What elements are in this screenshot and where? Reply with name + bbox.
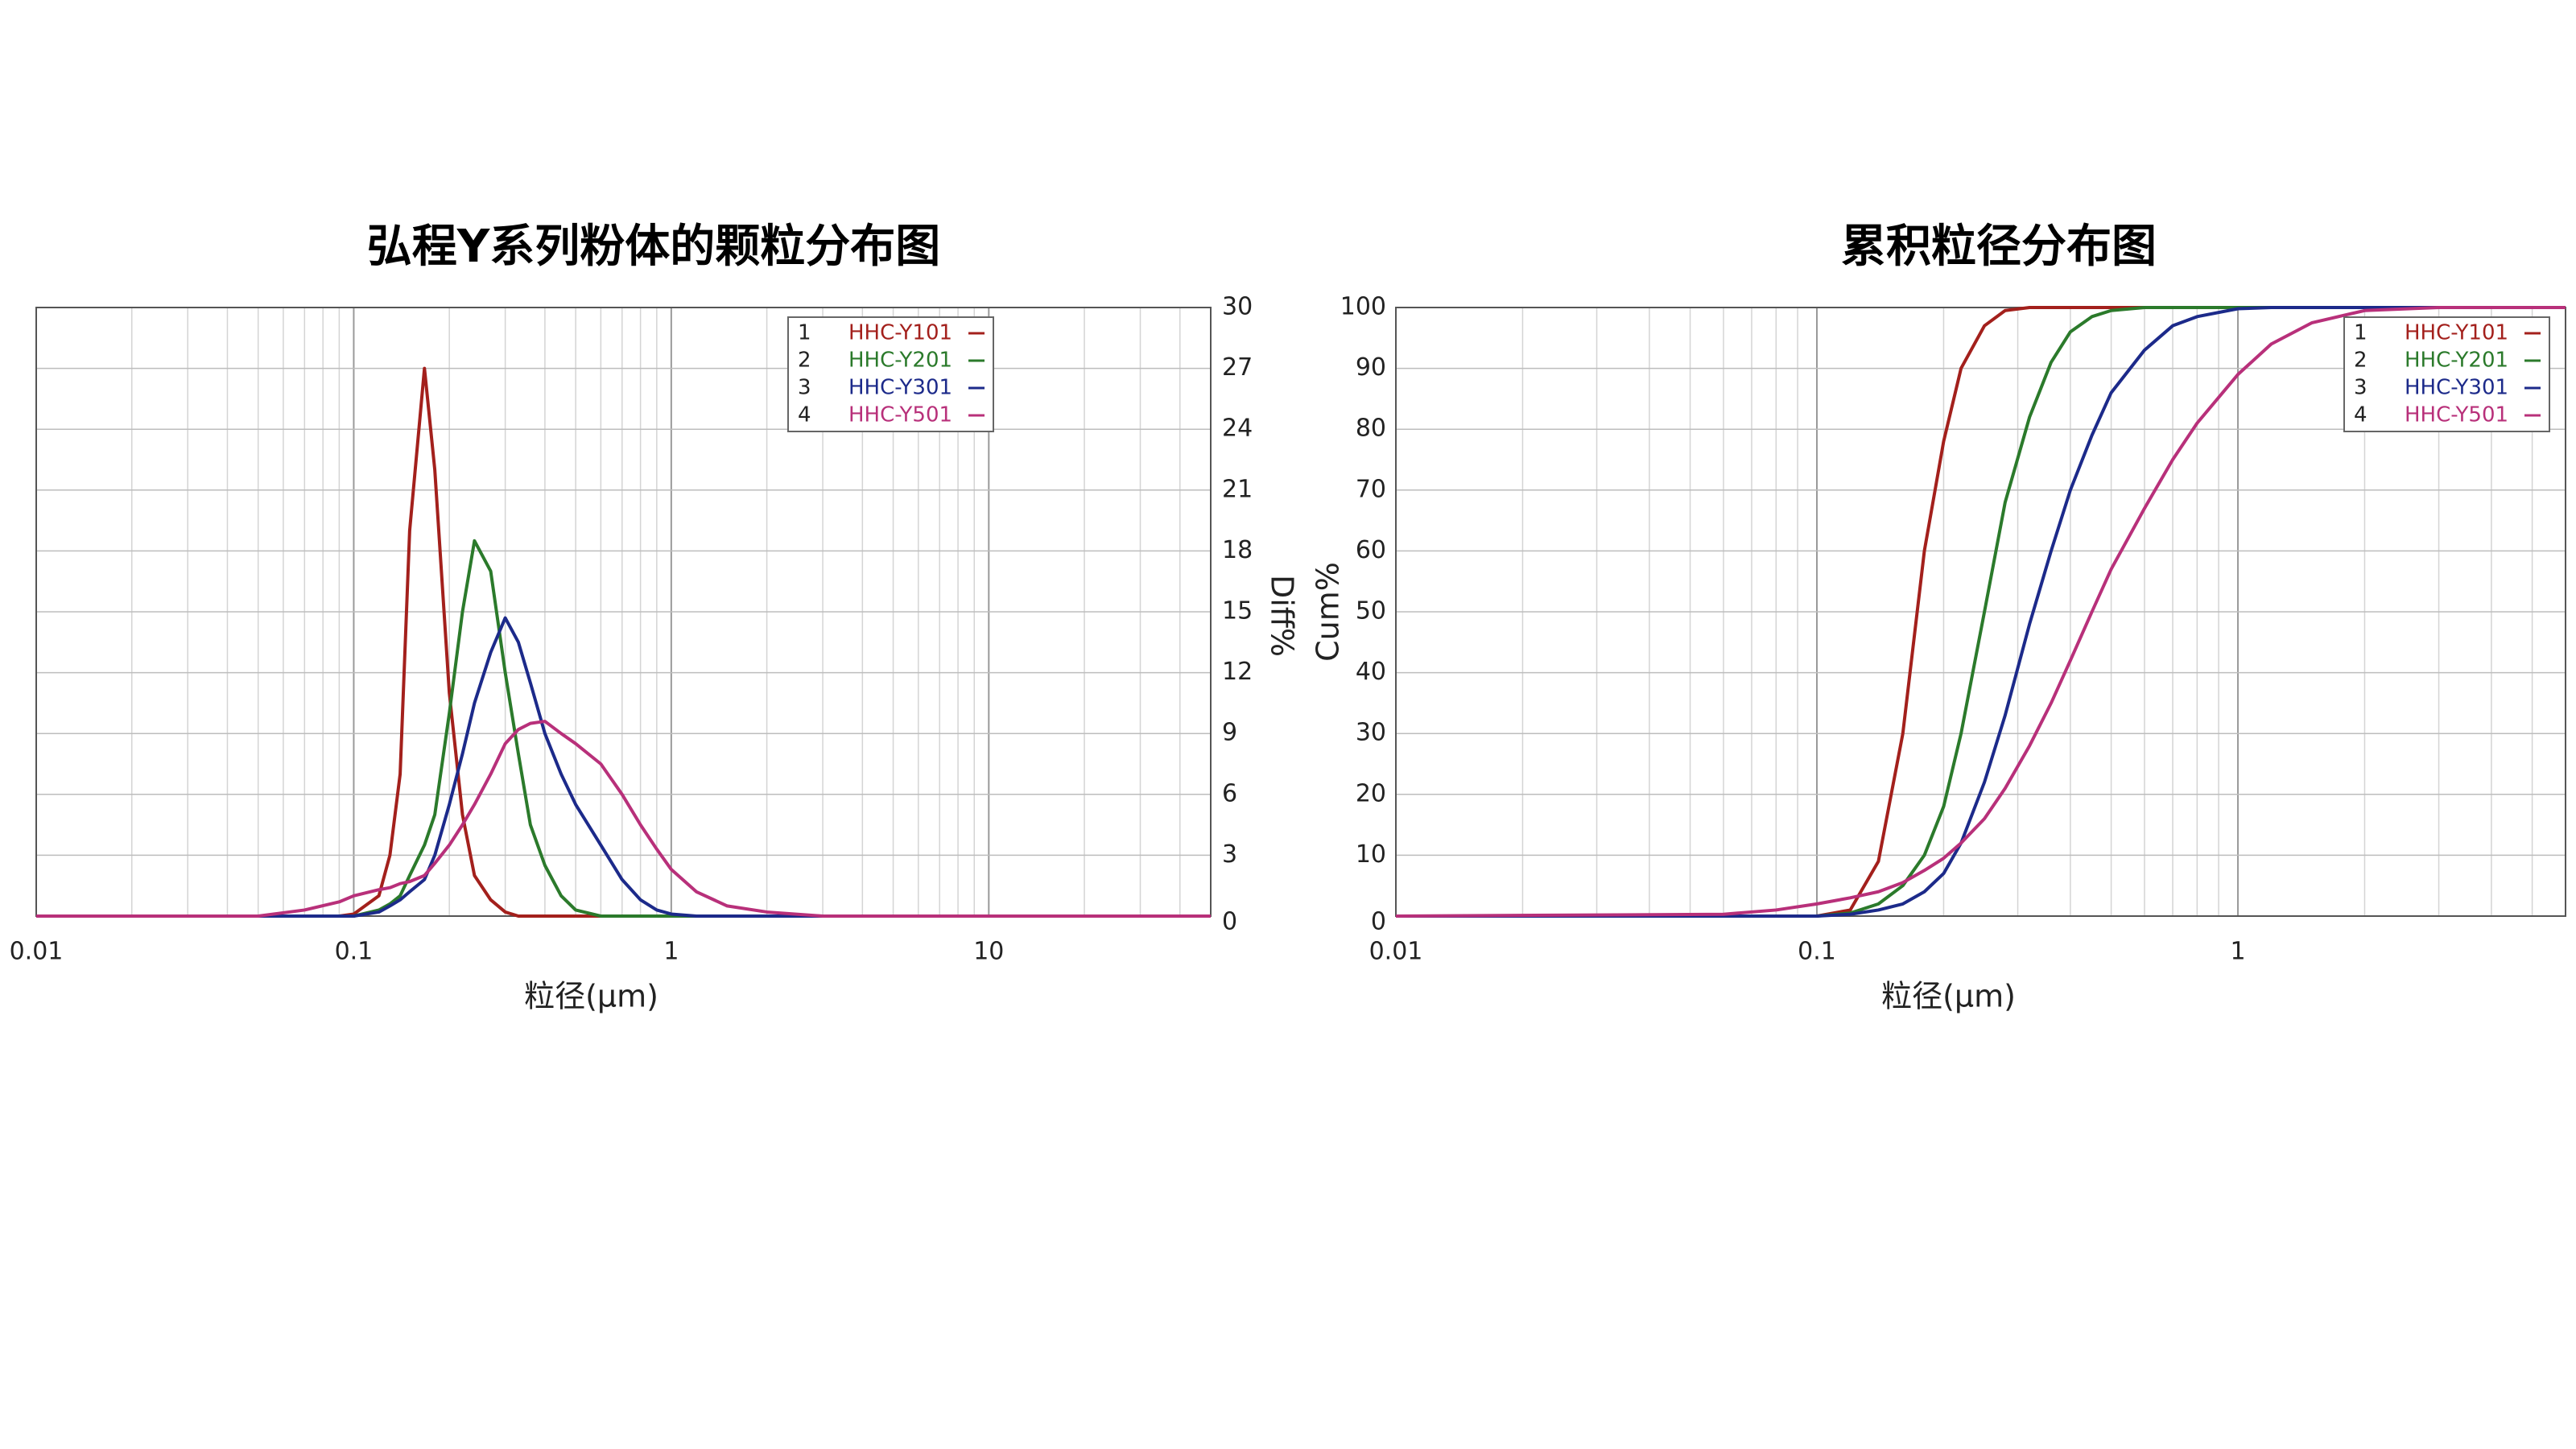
x-tick-label: 0.1	[335, 938, 374, 966]
y-tick-label: 0	[1222, 908, 1237, 936]
series-line	[36, 539, 1211, 918]
legend-label: HHC-Y301	[848, 376, 952, 400]
chart-title: 累积粒径分布图	[1841, 221, 2157, 273]
legend-label: HHC-Y201	[2405, 349, 2508, 373]
x-tick-label: 0.01	[1369, 938, 1423, 966]
y-tick-label: 3	[1222, 840, 1237, 869]
y-tick-label: 24	[1222, 415, 1253, 443]
y-tick-label: 12	[1222, 658, 1253, 686]
legend-label: HHC-Y301	[2405, 376, 2508, 400]
legend-number: 1	[798, 321, 811, 345]
plot-frame	[1395, 307, 2566, 917]
y-tick-label: 27	[1222, 353, 1253, 382]
y-tick-label: 100	[1340, 293, 1386, 321]
x-tick-label: 0.01	[10, 938, 64, 966]
x-axis-label: 粒径(μm)	[524, 979, 658, 1014]
legend-number: 3	[2354, 376, 2368, 400]
x-axis-label: 粒径(μm)	[1881, 979, 2016, 1014]
series-line	[36, 616, 1211, 918]
legend-number: 1	[2354, 321, 2368, 345]
legend-number: 2	[2354, 349, 2368, 373]
legend-label: HHC-Y501	[848, 403, 952, 427]
legend-box	[787, 316, 994, 432]
y-tick-label: 40	[1356, 658, 1386, 686]
y-tick-label: 0	[1371, 908, 1386, 936]
series-line	[1395, 306, 2566, 918]
x-tick-label: 1	[663, 938, 679, 966]
chart-title: 弘程Y系列粉体的颗粒分布图	[367, 221, 941, 273]
y-axis-label: Cum%	[1311, 562, 1346, 662]
legend-label: HHC-Y101	[848, 321, 952, 345]
y-tick-label: 21	[1222, 475, 1253, 503]
x-tick-label: 10	[973, 938, 1004, 966]
x-tick-label: 0.1	[1798, 938, 1836, 966]
x-tick-label: 1	[2230, 938, 2245, 966]
legend-box	[2343, 316, 2550, 432]
legend-label: HHC-Y201	[848, 349, 952, 373]
series-line	[1396, 306, 2566, 918]
y-tick-label: 90	[1356, 353, 1386, 382]
y-tick-label: 18	[1222, 536, 1253, 564]
y-tick-label: 6	[1222, 779, 1237, 807]
legend-number: 4	[2354, 403, 2368, 427]
y-tick-label: 9	[1222, 719, 1237, 747]
y-tick-label: 30	[1356, 719, 1386, 747]
y-tick-label: 20	[1356, 779, 1386, 807]
series-line	[36, 366, 1211, 918]
y-tick-label: 80	[1356, 415, 1386, 443]
legend-number: 2	[798, 349, 811, 373]
legend-number: 4	[798, 403, 811, 427]
y-tick-label: 30	[1222, 293, 1253, 321]
y-tick-label: 10	[1356, 840, 1386, 869]
y-axis-label: Diff%	[1265, 575, 1300, 657]
series-line	[36, 720, 1211, 918]
y-tick-label: 70	[1356, 475, 1386, 503]
legend-label: HHC-Y501	[2405, 403, 2508, 427]
y-tick-label: 50	[1356, 597, 1386, 625]
legend-number: 3	[798, 376, 811, 400]
y-tick-label: 15	[1222, 597, 1253, 625]
y-tick-label: 60	[1356, 536, 1386, 564]
legend-label: HHC-Y101	[2405, 321, 2508, 345]
